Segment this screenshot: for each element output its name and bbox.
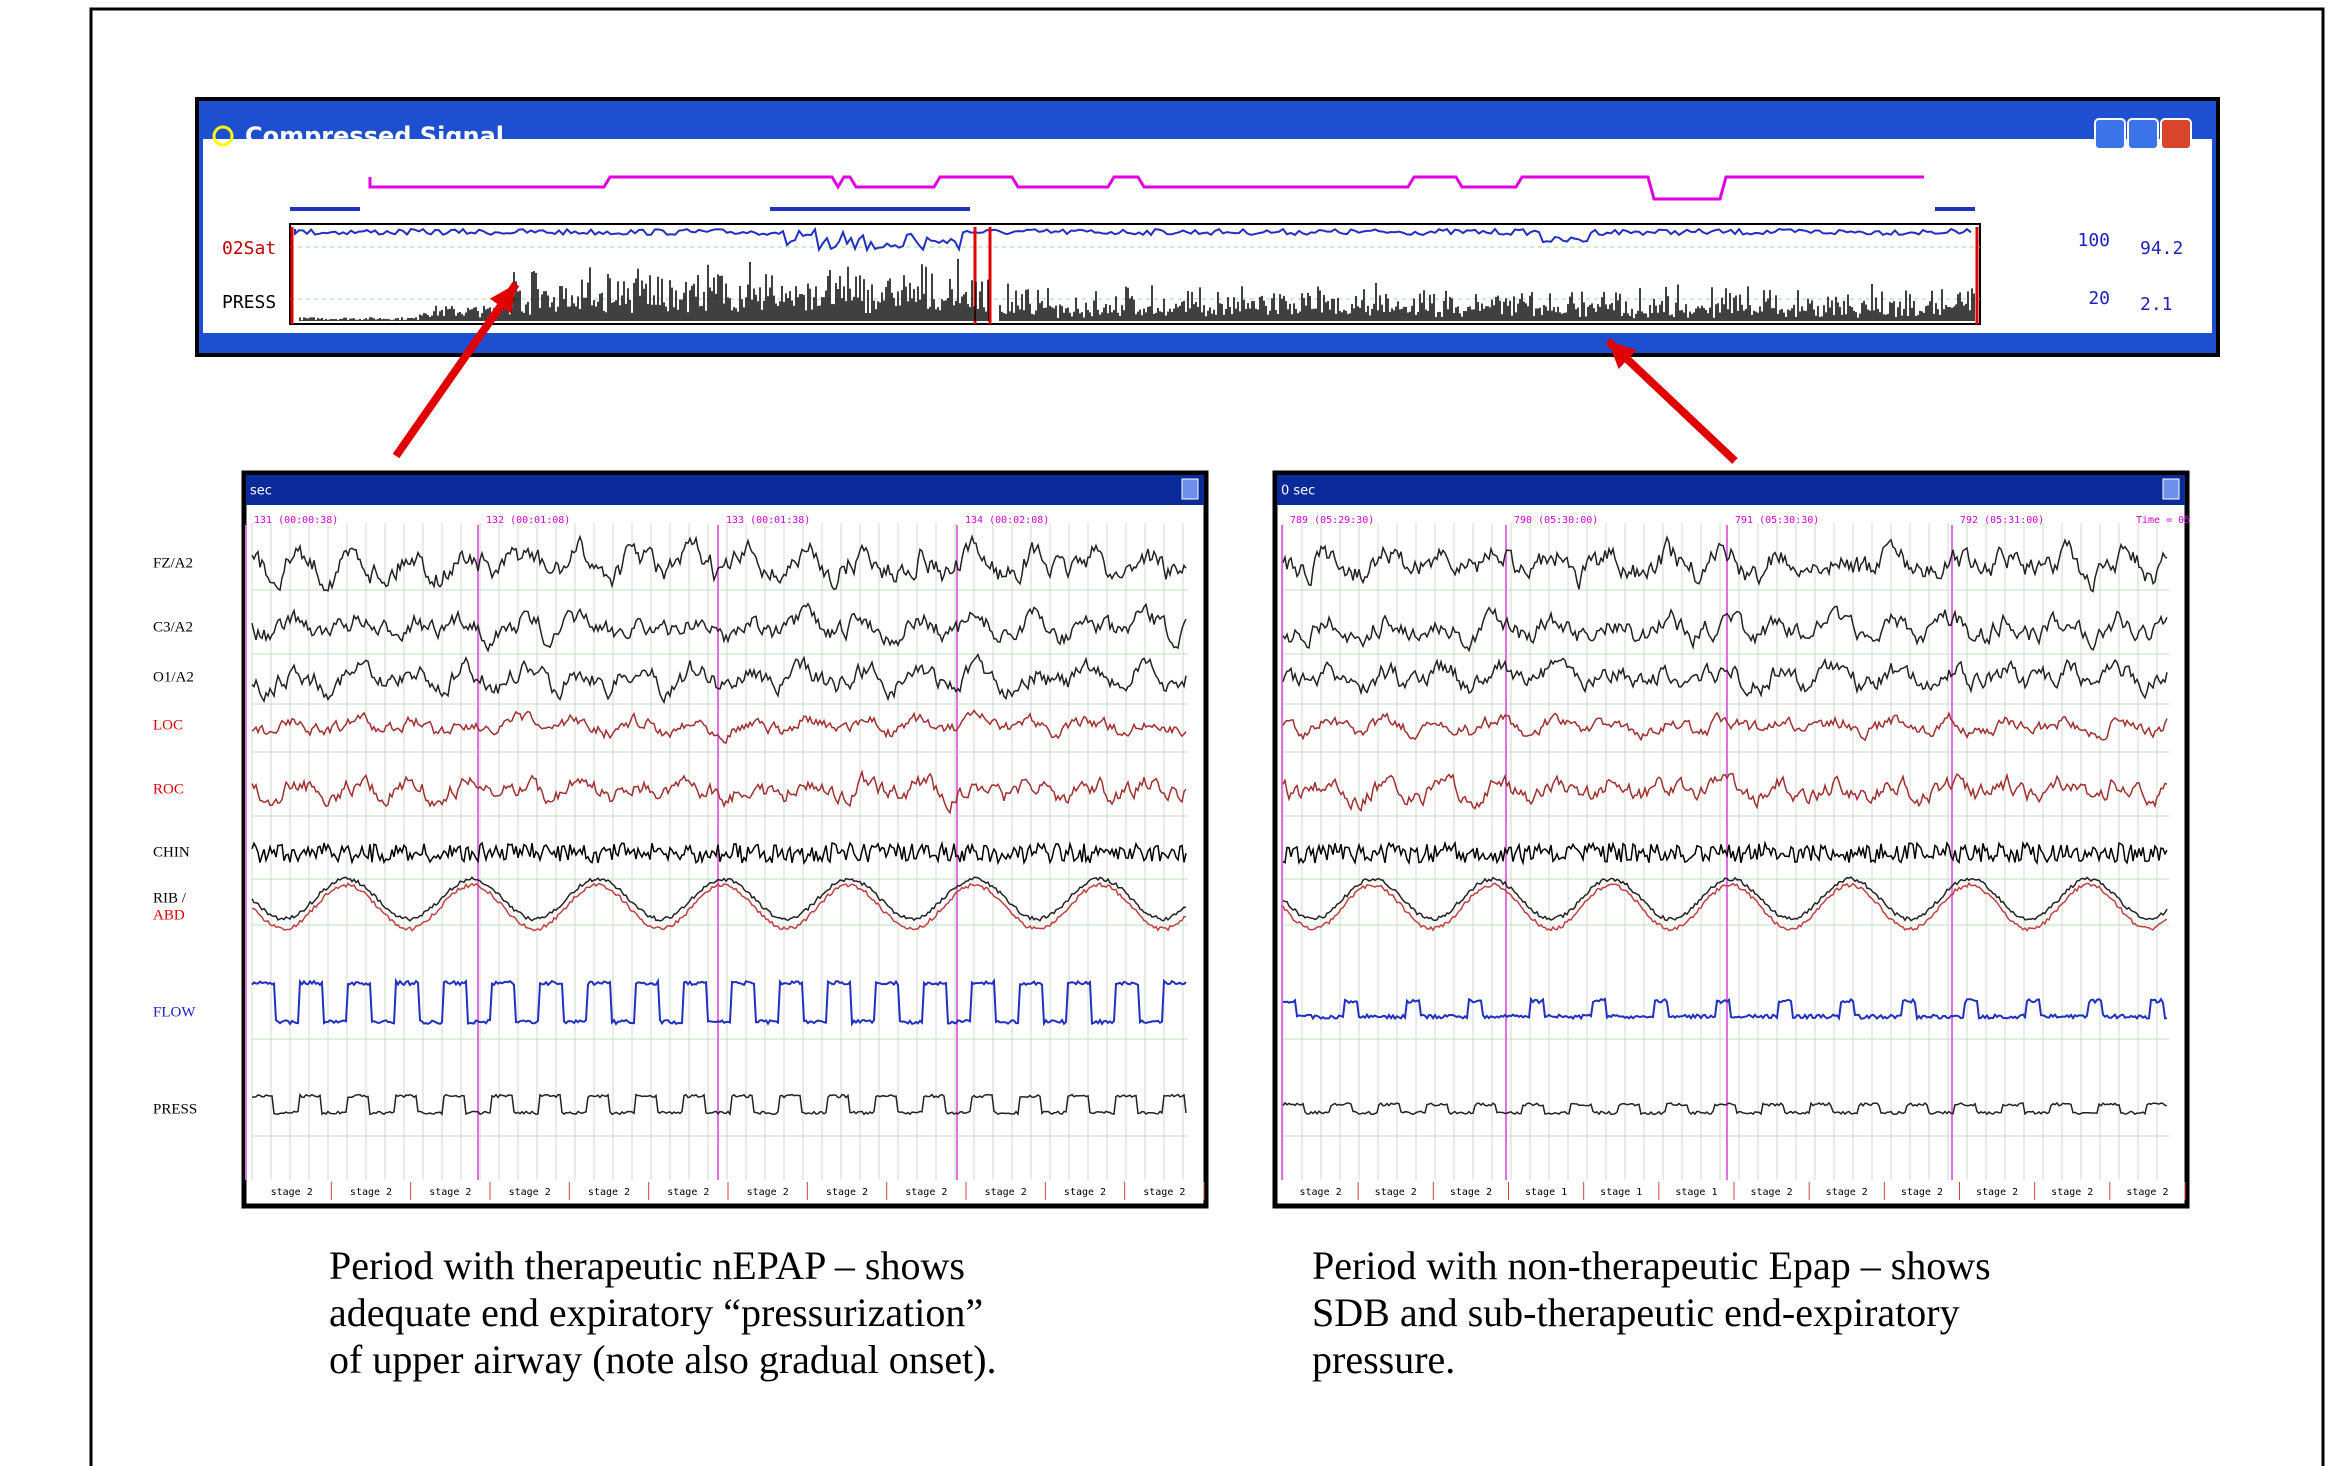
- time-label: 133 (00:01:38): [726, 515, 810, 526]
- caption: Period with therapeutic nEPAP – shows: [329, 1243, 965, 1288]
- stage-label: stage 2: [509, 1187, 551, 1198]
- time-label: 134 (00:02:08): [965, 515, 1049, 526]
- waveform: [1282, 996, 2168, 1021]
- stage-label: stage 2: [667, 1187, 709, 1198]
- waveform: [251, 652, 1187, 705]
- stage-label: stage 2: [2126, 1187, 2168, 1198]
- scale-label: 20: [2088, 288, 2110, 309]
- caption: SDB and sub-therapeutic end-expiratory: [1312, 1290, 1960, 1335]
- waveform: [251, 602, 1187, 653]
- window-max-button[interactable]: [2127, 118, 2159, 150]
- readout: 2.1: [2140, 294, 2173, 315]
- stage-label: stage 2: [271, 1187, 313, 1198]
- waveform: [1282, 535, 2168, 593]
- sao2-trace: [294, 226, 1972, 253]
- arrow-head: [489, 284, 516, 314]
- time-label: 792 (05:31:00): [1960, 515, 2044, 526]
- stage-label: stage 2: [429, 1187, 471, 1198]
- waveform: [251, 534, 1187, 593]
- waveform: [252, 1093, 1187, 1117]
- window-close-button[interactable]: [2160, 118, 2192, 150]
- panel-titlebar: [1277, 475, 2185, 505]
- panel-button[interactable]: [2162, 478, 2180, 500]
- caption: of upper airway (note also gradual onset…: [329, 1337, 997, 1382]
- channel-label: CHIN: [153, 844, 190, 860]
- window-title: Compressed Signal: [245, 122, 504, 150]
- channel-label: FLOW: [153, 1004, 196, 1020]
- time-label: 790 (05:30:00): [1514, 515, 1598, 526]
- arrow: [1605, 338, 1738, 464]
- stage-label: stage 2: [350, 1187, 392, 1198]
- stage-label: stage 2: [1751, 1187, 1793, 1198]
- channel-label: LOC: [153, 717, 183, 733]
- stage-label: stage 2: [1143, 1187, 1185, 1198]
- stage-label: stage 2: [1826, 1187, 1868, 1198]
- waveform: [251, 709, 1187, 745]
- stage-label: stage 1: [1600, 1187, 1642, 1198]
- stage-label: stage 1: [1525, 1187, 1567, 1198]
- channel-label: PRESS: [222, 292, 276, 313]
- panel-button[interactable]: [1181, 478, 1199, 500]
- arrow-head: [1608, 341, 1637, 370]
- caption: adequate end expiratory “pressurization”: [329, 1290, 983, 1335]
- waveform: [1282, 1101, 2168, 1116]
- stage-label: stage 2: [747, 1187, 789, 1198]
- waveform: [1282, 605, 2168, 653]
- stage-label: stage 2: [588, 1187, 630, 1198]
- stage-label: stage 2: [826, 1187, 868, 1198]
- press-compressed: [299, 258, 1975, 321]
- stage-label: stage 2: [1976, 1187, 2018, 1198]
- waveform: [1282, 657, 2168, 700]
- waveform: [1282, 840, 2168, 866]
- time-label: 132 (00:01:08): [486, 515, 570, 526]
- channel-label: C3/A2: [153, 619, 193, 635]
- channel-label: ROC: [153, 781, 184, 797]
- window-min-button[interactable]: [2094, 118, 2126, 150]
- waveform: [251, 769, 1187, 815]
- window-icon: [212, 125, 234, 147]
- stage-label: stage 2: [905, 1187, 947, 1198]
- caption: pressure.: [1312, 1337, 1455, 1382]
- stage-label: stage 2: [1300, 1187, 1342, 1198]
- scale-label: 100: [2077, 230, 2110, 251]
- time-label: 791 (05:30:30): [1735, 515, 1819, 526]
- channel-label: RIB /: [153, 890, 187, 906]
- channel-label: 02Sat: [222, 238, 276, 259]
- channel-label: PRESS: [153, 1101, 197, 1117]
- stage-label: stage 2: [1375, 1187, 1417, 1198]
- time-label: 789 (05:29:30): [1290, 515, 1374, 526]
- time-label: Time = 05: [2136, 515, 2190, 526]
- waveform: [251, 840, 1187, 866]
- panel-header: 0 sec: [1281, 484, 1315, 499]
- waveform: [251, 876, 1187, 922]
- stage-label: stage 2: [985, 1187, 1027, 1198]
- waveform: [1282, 876, 2168, 922]
- stage-label: stage 2: [1450, 1187, 1492, 1198]
- readout: 94.2: [2140, 238, 2183, 259]
- panel-header: sec: [250, 484, 272, 499]
- channel-label: ABD: [153, 907, 185, 923]
- time-label: 131 (00:00:38): [254, 515, 338, 526]
- channel-label: FZ/A2: [153, 555, 193, 571]
- waveform: [1282, 881, 2168, 932]
- plot-area: [289, 223, 1981, 325]
- waveform: [251, 977, 1187, 1027]
- channel-label: O1/A2: [153, 669, 194, 685]
- waveform: [252, 882, 1187, 932]
- waveform: [1282, 711, 2168, 742]
- slide-frame: [89, 7, 2325, 1466]
- stage-label: stage 2: [1064, 1187, 1106, 1198]
- stage-label: stage 1: [1675, 1187, 1717, 1198]
- waveform: [1282, 772, 2168, 813]
- event-strip: [368, 175, 1924, 201]
- arrow: [392, 281, 520, 459]
- panel-titlebar: [246, 475, 1204, 505]
- caption: Period with non-therapeutic Epap – shows: [1312, 1243, 1991, 1288]
- stage-label: stage 2: [1901, 1187, 1943, 1198]
- panel-frame: [1272, 470, 2190, 1209]
- stage-label: stage 2: [2051, 1187, 2093, 1198]
